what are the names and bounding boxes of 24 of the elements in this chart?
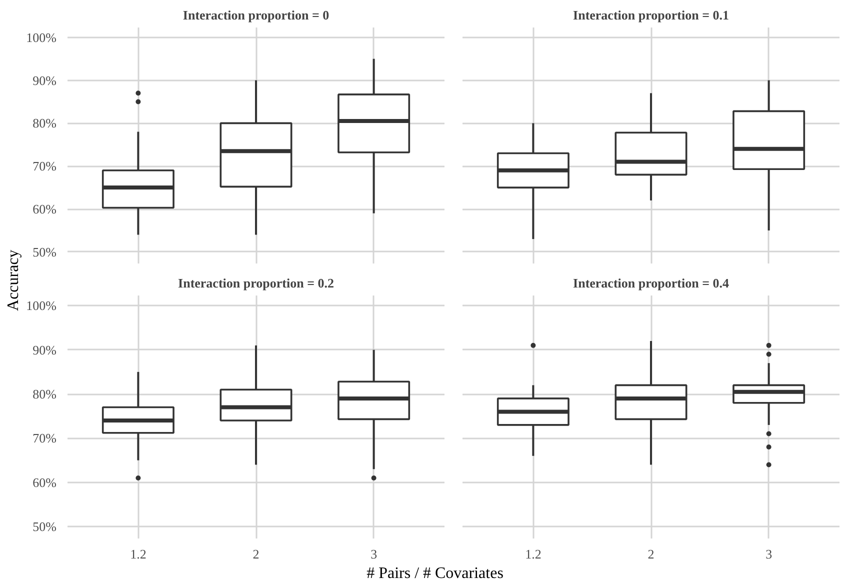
y-tick-label: 80% <box>32 116 57 131</box>
x-axis-title: # Pairs / # Covariates <box>366 565 504 582</box>
y-tick-label: 100% <box>26 298 57 314</box>
y-tick-label: 60% <box>32 474 57 490</box>
x-tick-label: 1.2 <box>130 546 146 562</box>
x-tick-label: 1.2 <box>525 546 542 562</box>
chart-title: Interaction proportion = 0.1 <box>573 8 729 22</box>
y-tick-label: 60% <box>32 202 57 217</box>
x-tick-label: 2 <box>648 546 654 562</box>
y-tick-label: 90% <box>32 72 57 88</box>
y-tick-label: 80% <box>32 386 57 402</box>
x-tick-label: 2 <box>252 546 260 562</box>
y-tick-label: 50% <box>32 244 57 260</box>
y-axis-title: Accuracy <box>5 250 22 311</box>
chart-title: Interaction proportion = 0.4 <box>573 276 730 290</box>
chart-title: Interaction proportion = 0.2 <box>178 276 334 290</box>
y-tick-label: 90% <box>32 342 57 358</box>
x-tick-label: 3 <box>370 546 378 562</box>
y-tick-label: 50% <box>32 519 57 534</box>
y-tick-label: 70% <box>32 158 57 174</box>
chart-title: Interaction proportion = 0 <box>182 8 330 22</box>
y-tick-label: 100% <box>26 30 57 45</box>
y-tick-label: 70% <box>32 430 57 446</box>
x-tick-label: 3 <box>766 546 772 562</box>
